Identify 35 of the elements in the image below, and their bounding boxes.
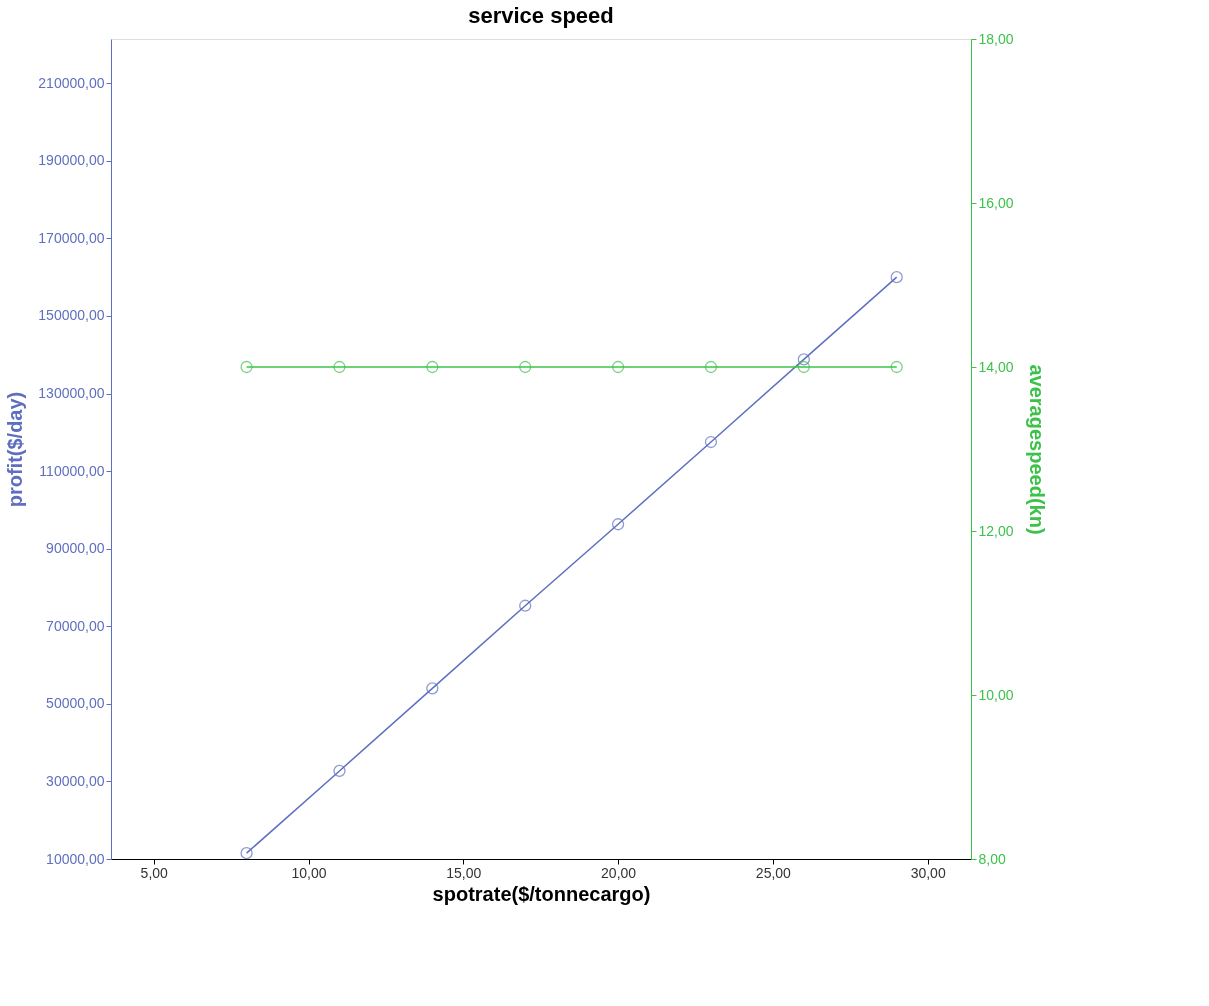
x-tick-label: 30,00 <box>910 864 946 881</box>
point <box>426 682 439 695</box>
y-tick-label: 30000,00 <box>46 772 105 789</box>
x-tick-label: 10,00 <box>291 864 327 881</box>
x-axis-title: spotrate($/tonnecargo) <box>432 882 651 905</box>
y-tick-label: 50000,00 <box>46 695 105 712</box>
y-tick-label: 170000,00 <box>38 229 105 246</box>
y2-tick-label: 18,00 <box>978 30 1014 47</box>
y2-axis-title: averagespeed(kn) <box>1025 364 1048 535</box>
x-tick-label: 5,00 <box>140 864 169 881</box>
chart-title: service speed <box>468 3 614 28</box>
x-tick-label: 15,00 <box>446 864 482 881</box>
y-tick-label: 10000,00 <box>46 850 105 867</box>
y-tick-label: 190000,00 <box>38 152 105 169</box>
y-axis-title: profit($/day) <box>4 391 27 508</box>
y-tick-label: 70000,00 <box>46 617 105 634</box>
point <box>519 599 532 612</box>
y-tick-label: 90000,00 <box>46 540 105 557</box>
point <box>240 847 253 860</box>
point <box>704 435 718 449</box>
point <box>611 518 625 531</box>
point <box>797 353 810 366</box>
point <box>890 271 903 284</box>
y-tick-label: 150000,00 <box>38 307 105 324</box>
point <box>333 764 346 778</box>
y2-tick-label: 8,00 <box>978 850 1006 867</box>
y2-tick-label: 10,00 <box>978 686 1014 703</box>
y-tick-label: 130000,00 <box>38 385 105 402</box>
x-tick-label: 20,00 <box>601 864 637 881</box>
x-tick-label: 25,00 <box>755 864 792 881</box>
y-tick-label: 210000,00 <box>38 74 105 91</box>
y2-tick-label: 12,00 <box>978 522 1014 539</box>
y2-tick-label: 14,00 <box>978 358 1014 375</box>
y2-tick-label: 16,00 <box>978 194 1014 211</box>
y-tick-label: 110000,00 <box>39 462 105 479</box>
